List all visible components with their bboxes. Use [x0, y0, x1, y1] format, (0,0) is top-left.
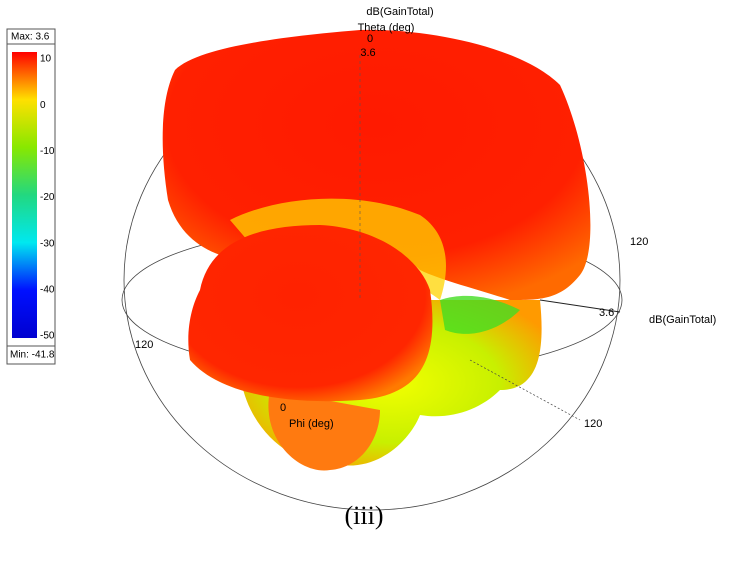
- figure: Max: 3.6 Min: -41.8 dB(GainTotal) Theta …: [0, 0, 729, 557]
- legend-tick-label: 10: [40, 54, 52, 65]
- legend-tick-label: -10: [40, 146, 55, 157]
- phi-label: Phi (deg): [289, 418, 334, 430]
- legend-min: Min: -41.8: [10, 350, 55, 361]
- top-value: 3.6: [360, 47, 375, 59]
- legend-tick-label: -30: [40, 238, 55, 249]
- color-bar: [12, 52, 37, 338]
- left-angle: 120: [135, 339, 153, 351]
- theta-zero: 0: [367, 33, 373, 45]
- phi-zero: 0: [280, 402, 286, 414]
- right-quantity-label: dB(GainTotal): [649, 314, 716, 326]
- legend-max: Max: 3.6: [11, 32, 50, 43]
- caption: (iii): [345, 501, 384, 530]
- legend-tick-label: -50: [40, 331, 55, 342]
- top-quantity-label: dB(GainTotal): [366, 6, 433, 18]
- legend-tick-label: -40: [40, 284, 55, 295]
- pattern-front-lobe: [188, 225, 432, 401]
- legend-tick-label: -20: [40, 192, 55, 203]
- legend-tick-label: 0: [40, 100, 46, 111]
- bottom-angle: 120: [584, 418, 602, 430]
- right-value: 3.6: [599, 307, 614, 319]
- right-angle: 120: [630, 236, 648, 248]
